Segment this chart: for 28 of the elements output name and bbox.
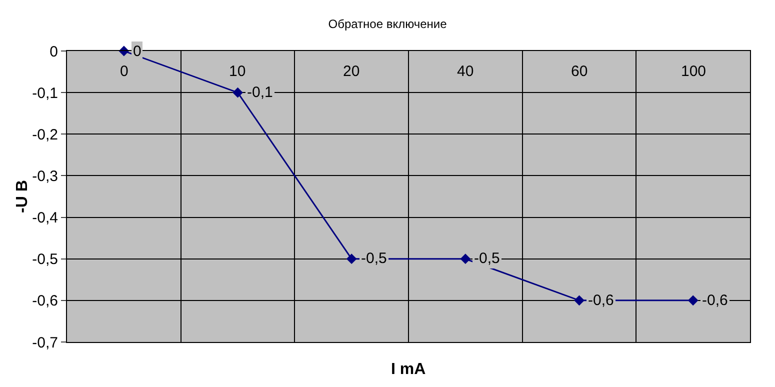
x-tick-label: 40 [457,63,474,80]
point [688,295,698,306]
x-tick-label: 100 [681,63,706,80]
x-axis-title: I mA [391,361,426,378]
point [346,254,357,264]
y-tick-label: -0,4 [32,210,58,227]
y-axis-title: -U B [14,180,32,213]
y-tick-label: -0,7 [32,334,58,352]
point [460,254,471,264]
y-tick-label: -0,1 [32,84,58,102]
y-tick-label: -0,2 [32,126,58,144]
y-tick-label: -0,5 [32,251,58,268]
data-label: -0,5 [361,250,387,267]
data-label: -0,6 [588,292,614,309]
data-label: 0 [133,43,142,60]
y-tick-label: -0,6 [32,292,58,310]
point [574,295,584,306]
x-tick-label: 60 [571,63,588,80]
point [232,87,243,98]
x-tick-label: 10 [229,63,246,80]
data-label: -0,1 [247,84,273,101]
data-label: -0,6 [702,292,728,309]
chart-title: Обратное включение [328,16,448,31]
x-tick-label: 20 [343,63,360,80]
x-tick-label: 0 [120,63,128,80]
y-tick-label: 0 [50,43,58,60]
data-label: -0,5 [474,250,500,267]
y-tick-label: -0,3 [32,168,58,185]
